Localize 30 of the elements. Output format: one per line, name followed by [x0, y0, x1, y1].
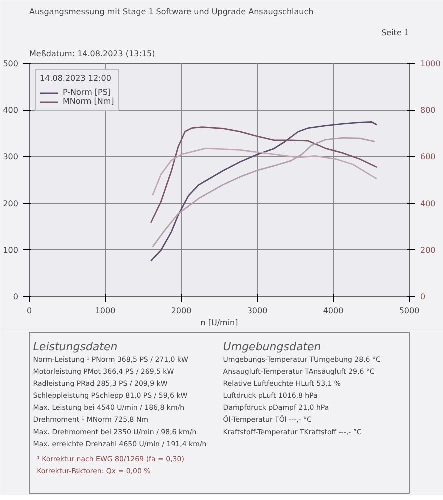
- y2-tick-label: 0: [420, 292, 426, 302]
- y-tick-label: 100: [3, 246, 19, 255]
- text: Umgebungsdaten: [223, 340, 322, 354]
- x-tick-label: 0: [26, 306, 32, 316]
- legend-label: MNorm [Nm]: [63, 97, 114, 106]
- x-tick-label: 5000: [399, 306, 420, 316]
- y-tick-label: 300: [3, 152, 19, 162]
- chart-subtitle: Meßdatum: 14.08.2023 (13:15): [30, 50, 156, 58]
- line-series: [150, 126, 378, 224]
- line-series: [150, 122, 378, 262]
- line-series: [152, 137, 376, 248]
- x-tick-label: 2000: [171, 306, 192, 316]
- y2-tick-label: 800: [420, 106, 436, 116]
- y2-tick-label: 1000: [420, 60, 441, 68]
- y-tick-label: 200: [3, 199, 19, 208]
- x-tick-label: 3000: [247, 306, 268, 316]
- legend-label: P-Norm [PS]: [63, 88, 112, 97]
- text: Seite 1: [382, 28, 410, 38]
- x-tick-label: 1000: [95, 306, 116, 316]
- text: Leistungsdaten: [33, 340, 118, 354]
- legend-title: 14.08.2023 12:00: [40, 74, 112, 83]
- x-axis-title: n [U/min]: [200, 318, 238, 328]
- y2-tick-label: 200: [420, 246, 436, 255]
- y-tick-label: 0: [13, 292, 19, 302]
- y-tick-label: 400: [3, 106, 19, 116]
- y2-tick-label: 600: [420, 152, 436, 162]
- y2-tick-label: 400: [420, 199, 436, 208]
- x-tick-label: 4000: [323, 306, 344, 316]
- y-tick-label: 500: [3, 60, 19, 68]
- chart-title: Ausgangsmessung mit Stage 1 Software und Upgrade Ansaugschlauch: [30, 8, 314, 16]
